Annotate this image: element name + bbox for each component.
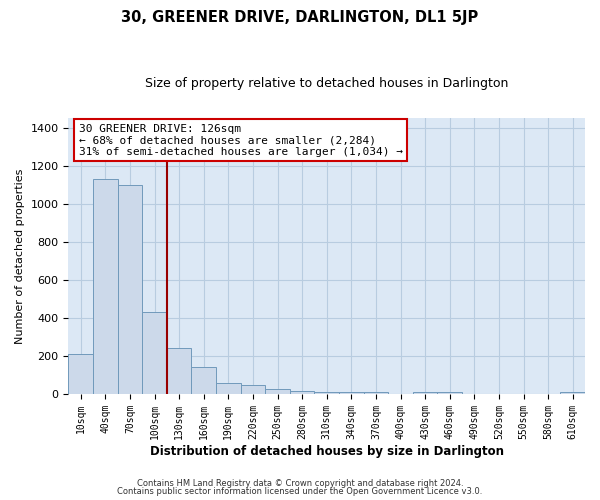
Bar [191, 368, 216, 394]
Title: Size of property relative to detached houses in Darlington: Size of property relative to detached ho… [145, 78, 508, 90]
Bar [142, 312, 167, 394]
Bar [314, 392, 339, 394]
Y-axis label: Number of detached properties: Number of detached properties [15, 168, 25, 344]
Bar [118, 184, 142, 394]
Text: 30 GREENER DRIVE: 126sqm
← 68% of detached houses are smaller (2,284)
31% of sem: 30 GREENER DRIVE: 126sqm ← 68% of detach… [79, 124, 403, 157]
Bar [93, 179, 118, 394]
Text: Contains HM Land Registry data © Crown copyright and database right 2024.: Contains HM Land Registry data © Crown c… [137, 478, 463, 488]
Bar [216, 382, 241, 394]
Text: Contains public sector information licensed under the Open Government Licence v3: Contains public sector information licen… [118, 487, 482, 496]
Bar [241, 385, 265, 394]
Bar [560, 392, 585, 394]
Bar [339, 392, 364, 394]
Bar [167, 348, 191, 394]
Text: 30, GREENER DRIVE, DARLINGTON, DL1 5JP: 30, GREENER DRIVE, DARLINGTON, DL1 5JP [121, 10, 479, 25]
Bar [265, 389, 290, 394]
Bar [68, 354, 93, 394]
Bar [364, 392, 388, 394]
X-axis label: Distribution of detached houses by size in Darlington: Distribution of detached houses by size … [150, 444, 504, 458]
Bar [290, 390, 314, 394]
Bar [437, 392, 462, 394]
Bar [413, 392, 437, 394]
